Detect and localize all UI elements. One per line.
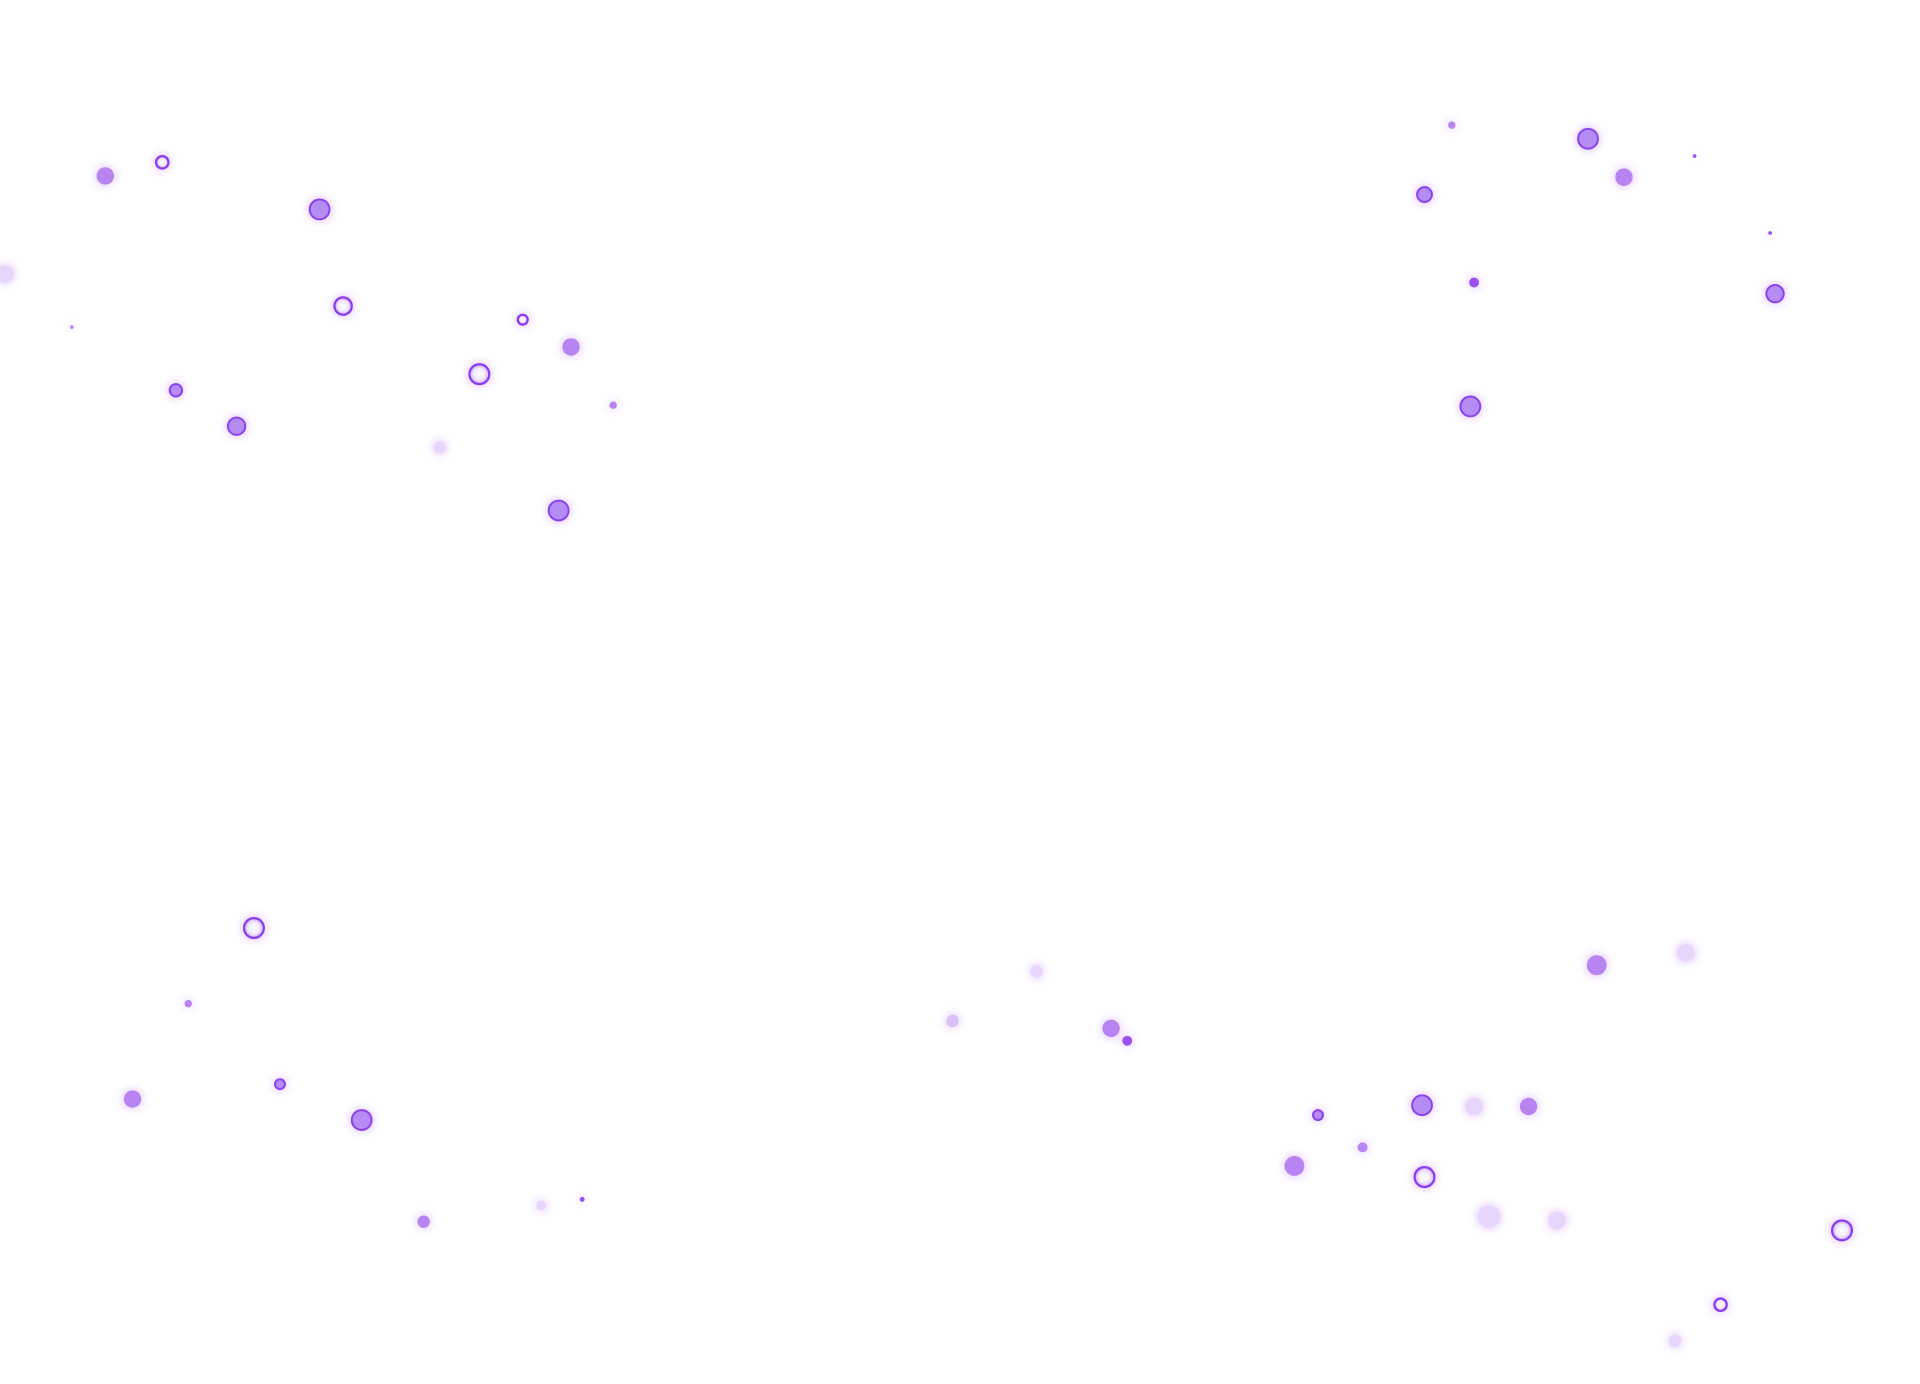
- particle: [96, 167, 114, 185]
- particle: [1677, 944, 1695, 962]
- particle: [333, 296, 353, 316]
- particle: [1411, 1094, 1433, 1117]
- particle: [242, 917, 265, 940]
- particle: [1465, 1097, 1483, 1116]
- particle: [946, 1014, 959, 1028]
- particle: [1768, 231, 1772, 235]
- particle: [1830, 1219, 1853, 1242]
- particle: [579, 1196, 585, 1202]
- particle: [1765, 283, 1785, 304]
- particle: [1030, 965, 1043, 978]
- particle: [1477, 1205, 1501, 1228]
- particle: [433, 441, 446, 454]
- particles: [0, 121, 1853, 1347]
- particle: [168, 383, 184, 398]
- particle: [1413, 1166, 1436, 1189]
- particle: [468, 363, 491, 386]
- particle: [609, 401, 617, 409]
- particle: [1519, 1097, 1538, 1116]
- particle: [1577, 127, 1599, 150]
- particle: [1284, 1156, 1305, 1176]
- particle: [226, 416, 247, 436]
- particle: [0, 265, 14, 283]
- particle: [274, 1078, 286, 1091]
- particle: [1713, 1297, 1728, 1313]
- particle: [1122, 1035, 1133, 1046]
- particle: [1357, 1142, 1368, 1153]
- particle: [1416, 186, 1433, 203]
- particle: [1469, 277, 1480, 288]
- particle: [184, 999, 192, 1008]
- particle: [350, 1109, 373, 1131]
- particle: [1668, 1334, 1681, 1347]
- particle: [1586, 955, 1607, 976]
- particle: [69, 325, 74, 329]
- particle: [562, 338, 580, 356]
- particle: [516, 313, 529, 326]
- particle: [308, 198, 331, 221]
- particle: [1448, 121, 1456, 129]
- particle: [1692, 154, 1697, 158]
- particle: [1312, 1109, 1324, 1122]
- particle: [417, 1215, 430, 1228]
- particle: [536, 1200, 547, 1211]
- particle: [1102, 1019, 1120, 1038]
- particle: [547, 499, 570, 522]
- particle: [1459, 395, 1482, 418]
- particle: [1615, 168, 1633, 186]
- particle: [1548, 1211, 1566, 1230]
- particle: [123, 1090, 142, 1108]
- particle: [154, 155, 170, 170]
